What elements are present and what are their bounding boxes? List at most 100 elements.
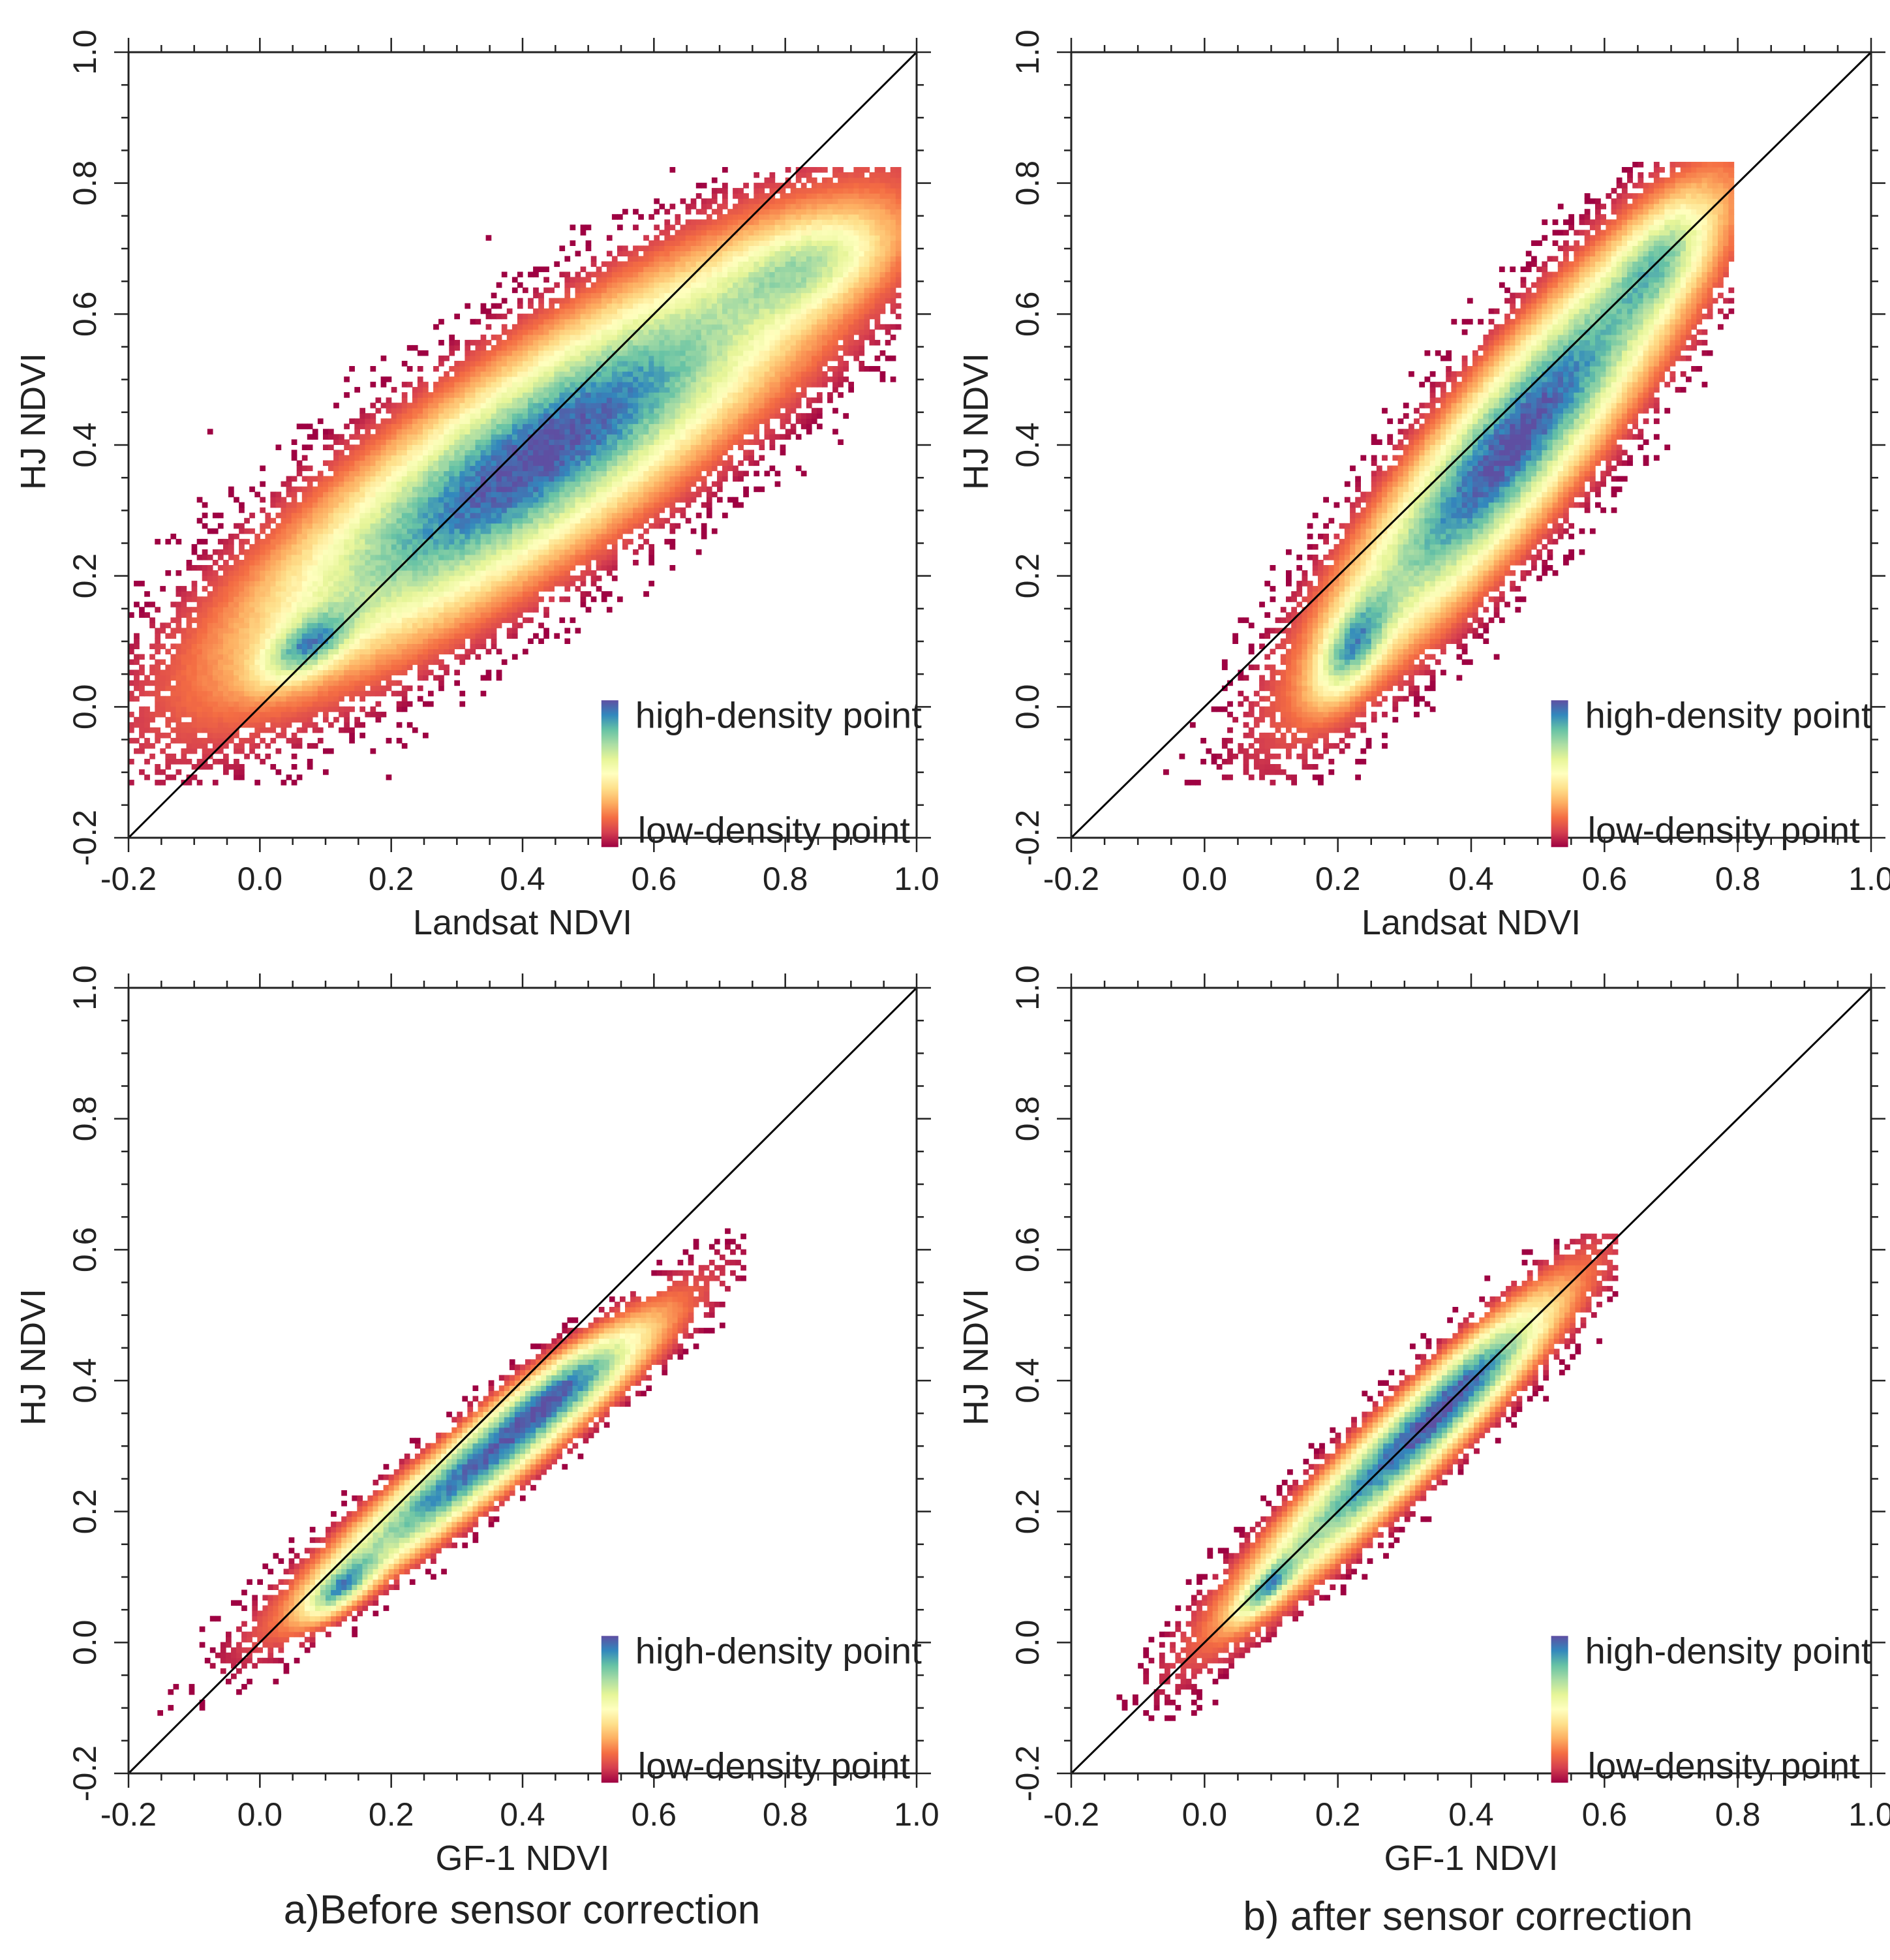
density-cell: [207, 748, 213, 754]
density-cell: [391, 465, 397, 472]
density-cell: [470, 544, 476, 550]
density-cell: [323, 622, 329, 628]
density-cell: [590, 397, 597, 403]
density-cell: [260, 555, 266, 560]
density-cell: [643, 481, 649, 487]
density-cell: [549, 455, 555, 461]
density-cell: [217, 759, 224, 765]
density-cell: [611, 339, 618, 346]
density-cell: [270, 617, 277, 623]
density-cell: [423, 486, 429, 493]
density-cell: [349, 555, 355, 560]
density-cell: [470, 512, 476, 519]
density-cell: [291, 732, 297, 739]
density-cell: [533, 408, 539, 414]
density-cell: [590, 434, 597, 440]
density-cell: [511, 376, 518, 382]
density-cell: [543, 329, 549, 335]
density-cell: [628, 413, 633, 419]
density-cell: [543, 403, 549, 408]
density-cell: [333, 517, 339, 524]
density-cell: [501, 361, 508, 367]
density-cell: [317, 638, 324, 644]
density-cell: [449, 491, 455, 498]
density-cell: [202, 549, 208, 555]
density-cell: [386, 675, 392, 681]
density-cell: [596, 408, 602, 414]
density-cell: [212, 612, 219, 618]
density-cell: [485, 361, 492, 367]
density-cell: [633, 512, 639, 519]
density-cell: [564, 382, 571, 388]
density-cell: [370, 444, 376, 450]
density-cell: [575, 397, 581, 403]
density-cell: [417, 596, 423, 602]
density-cell: [554, 507, 560, 513]
density-cell: [207, 602, 213, 607]
density-cell: [423, 617, 429, 623]
density-cell: [386, 444, 392, 450]
density-cell: [212, 596, 219, 602]
density-cell: [617, 271, 623, 278]
density-cell: [638, 403, 644, 408]
density-cell: [265, 685, 271, 692]
density-cell: [554, 355, 560, 361]
density-cell: [454, 408, 460, 414]
density-cell: [386, 465, 392, 472]
density-cell: [528, 397, 534, 403]
density-cell: [406, 413, 413, 419]
density-cell: [281, 533, 287, 540]
density-cell: [234, 586, 239, 592]
density-cell: [312, 602, 318, 607]
density-cell: [286, 586, 292, 592]
density-cell: [564, 313, 571, 320]
density-cell: [354, 476, 360, 482]
density-cell: [234, 581, 239, 587]
density-cell: [239, 711, 245, 718]
density-cell: [296, 586, 303, 592]
density-cell: [249, 643, 255, 649]
density-cell: [444, 596, 450, 602]
density-cell: [444, 560, 450, 566]
density-cell: [617, 355, 623, 361]
density-cell: [444, 429, 450, 435]
density-cell: [412, 560, 418, 566]
density-cell: [523, 538, 528, 545]
density-cell: [438, 413, 444, 419]
density-cell: [480, 517, 487, 524]
density-cell: [523, 287, 528, 294]
density-cell: [254, 654, 260, 660]
density-cell: [549, 429, 555, 435]
density-cell: [496, 617, 502, 623]
density-cell: [375, 607, 382, 613]
density-cell: [396, 591, 403, 597]
density-cell: [307, 643, 313, 649]
density-cell: [554, 334, 560, 341]
density-cell: [475, 544, 481, 550]
density-cell: [523, 444, 528, 450]
density-cell: [622, 507, 628, 513]
density-cell: [590, 287, 597, 294]
density-cell: [465, 512, 471, 519]
density-cell: [559, 581, 566, 587]
density-cell: [370, 418, 376, 424]
density-cell: [523, 497, 528, 503]
density-cell: [528, 413, 534, 419]
density-cell: [596, 287, 602, 294]
density-cell: [244, 690, 250, 697]
density-cell: [596, 497, 602, 503]
density-cell: [491, 361, 497, 367]
density-cell: [196, 633, 203, 639]
density-cell: [228, 538, 234, 545]
density-cell: [406, 560, 413, 566]
density-cell: [386, 565, 392, 571]
density-cell: [301, 638, 308, 644]
density-cell: [475, 533, 481, 540]
density-cell: [375, 612, 382, 618]
density-cell: [511, 413, 518, 419]
density-cell: [622, 413, 628, 419]
density-cell: [349, 581, 355, 587]
density-cell: [517, 517, 523, 524]
density-cell: [543, 339, 549, 346]
density-cell: [239, 743, 245, 749]
